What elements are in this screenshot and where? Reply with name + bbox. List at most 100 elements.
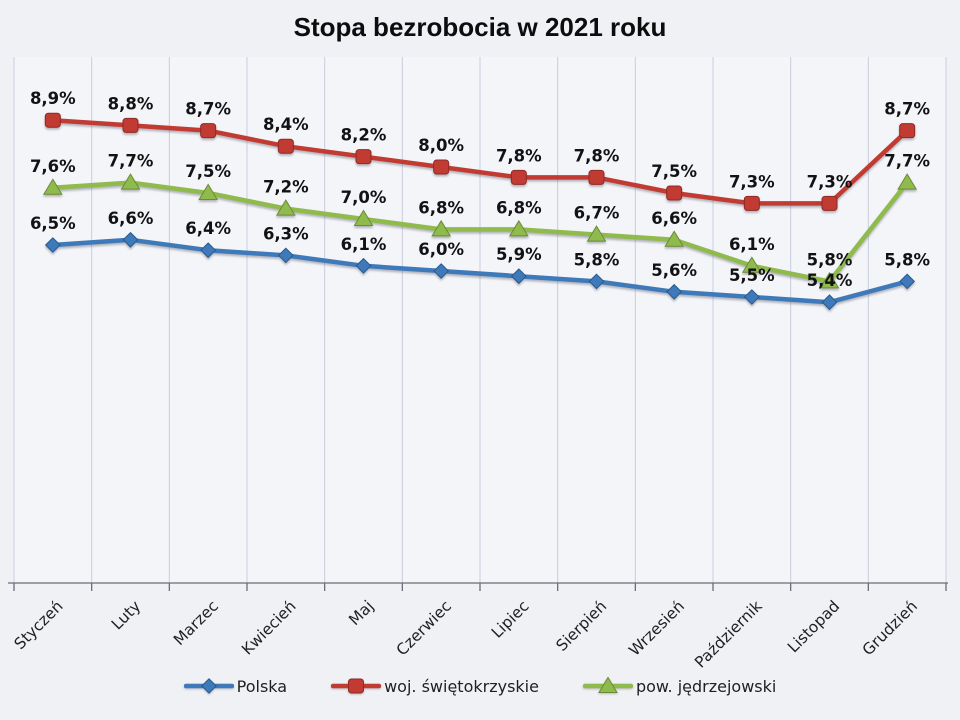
- data-label-polska: 5,6%: [651, 261, 697, 280]
- data-label-pow-jedrzejowski: 7,0%: [341, 188, 387, 207]
- data-label-polska: 5,9%: [496, 245, 542, 264]
- data-label-woj-swietokrzyskie: 8,4%: [263, 115, 309, 134]
- square-marker-woj-swietokrzyskie: [277, 138, 294, 154]
- data-label-woj-swietokrzyskie: 8,8%: [108, 94, 154, 113]
- legend-label-woj-swietokrzyskie: woj. świętokrzyskie: [384, 676, 539, 696]
- data-label-polska: 6,5%: [30, 214, 76, 233]
- series-line-woj-swietokrzyskie: [50, 117, 910, 206]
- legend-swatch-pow-jedrzejowski: [582, 676, 633, 693]
- data-label-woj-swietokrzyskie: 7,3%: [807, 172, 853, 191]
- series-line-pow-jedrzejowski: [50, 180, 910, 284]
- triangle-marker-pow-jedrzejowski: [897, 173, 918, 190]
- x-axis-label: Kwiecień: [238, 597, 299, 658]
- data-label-pow-jedrzejowski: 7,2%: [263, 178, 309, 197]
- triangle-marker-pow-jedrzejowski: [42, 178, 63, 195]
- data-label-polska: 6,3%: [263, 224, 309, 243]
- data-label-woj-swietokrzyskie: 7,8%: [496, 146, 542, 165]
- triangle-marker-pow-jedrzejowski: [431, 219, 452, 237]
- square-marker-woj-swietokrzyskie: [510, 169, 527, 185]
- data-label-woj-swietokrzyskie: 8,2%: [341, 126, 387, 145]
- data-label-polska: 5,8%: [884, 250, 930, 269]
- diamond-marker-polska: [821, 294, 838, 311]
- square-marker-woj-swietokrzyskie: [899, 123, 916, 139]
- data-label-pow-jedrzejowski: 6,1%: [729, 235, 775, 254]
- x-axis-label: Wrzesień: [625, 597, 688, 660]
- triangle-marker-pow-jedrzejowski: [586, 225, 607, 242]
- data-label-pow-jedrzejowski: 7,7%: [108, 152, 154, 171]
- diamond-marker-polska: [666, 283, 683, 300]
- square-marker-woj-swietokrzyskie: [588, 169, 605, 185]
- square-marker-woj-swietokrzyskie: [44, 112, 61, 128]
- diamond-marker-polska: [277, 247, 294, 264]
- triangle-marker-pow-jedrzejowski: [353, 209, 374, 226]
- diamond-marker-polska: [122, 231, 139, 248]
- legend-label-polska: Polska: [236, 676, 288, 696]
- x-axis-label: Maj: [345, 597, 377, 629]
- x-axis-label: Lipiec: [488, 597, 533, 642]
- x-axis-label: Luty: [108, 597, 144, 633]
- triangle-marker-pow-jedrzejowski: [275, 199, 296, 216]
- series-polska: [44, 231, 916, 311]
- square-marker-woj-swietokrzyskie: [743, 195, 760, 211]
- data-label-pow-jedrzejowski: 7,5%: [185, 162, 231, 181]
- legend-swatch-woj-swietokrzyskie: [331, 678, 382, 694]
- series-pow-jedrzejowski: [42, 173, 918, 289]
- legend-label-pow-jedrzejowski: pow. jędrzejowski: [635, 676, 777, 696]
- series-woj-swietokrzyskie: [44, 112, 916, 211]
- data-label-polska: 5,4%: [807, 271, 853, 290]
- data-label-woj-swietokrzyskie: 8,7%: [185, 100, 231, 119]
- x-axis-label: Styczeń: [11, 597, 67, 653]
- diamond-marker-polska: [743, 289, 760, 305]
- data-label-pow-jedrzejowski: 6,7%: [574, 204, 620, 223]
- legend-marker-woj-swietokrzyskie: [348, 678, 365, 694]
- square-marker-woj-swietokrzyskie: [433, 159, 450, 175]
- data-label-pow-jedrzejowski: 6,6%: [651, 209, 697, 228]
- x-axis-label: Czerwiec: [393, 597, 455, 659]
- diamond-marker-polska: [510, 268, 527, 285]
- chart-title: Stopa bezrobocia w 2021 roku: [293, 12, 667, 42]
- data-label-woj-swietokrzyskie: 7,5%: [651, 162, 697, 181]
- x-axis-label: Sierpień: [553, 597, 611, 655]
- square-marker-woj-swietokrzyskie: [355, 149, 372, 165]
- x-axis-label: Październik: [691, 597, 765, 671]
- legend-item-woj-swietokrzyskie: woj. świętokrzyskie: [331, 676, 539, 696]
- legend-swatch-polska: [183, 678, 234, 694]
- x-axis-label: Grudzień: [859, 597, 921, 659]
- data-label-pow-jedrzejowski: 7,6%: [30, 157, 76, 176]
- series-line-polska: [50, 237, 910, 305]
- diamond-marker-polska: [44, 237, 61, 253]
- data-label-woj-swietokrzyskie: 7,8%: [574, 146, 620, 165]
- data-label-polska: 5,8%: [574, 250, 620, 269]
- square-marker-woj-swietokrzyskie: [821, 195, 838, 211]
- diamond-marker-polska: [433, 263, 450, 279]
- data-label-pow-jedrzejowski: 6,8%: [418, 198, 464, 217]
- data-label-woj-swietokrzyskie: 7,3%: [729, 172, 775, 191]
- triangle-marker-pow-jedrzejowski: [198, 183, 219, 200]
- data-label-polska: 6,4%: [185, 219, 231, 238]
- data-label-polska: 6,6%: [108, 209, 154, 228]
- triangle-marker-pow-jedrzejowski: [664, 230, 685, 247]
- diamond-marker-polska: [200, 242, 217, 259]
- diamond-marker-polska: [355, 257, 372, 274]
- data-label-pow-jedrzejowski: 6,8%: [496, 198, 542, 217]
- x-axis-label: Marzec: [170, 597, 222, 649]
- legend-item-pow-jedrzejowski: pow. jędrzejowski: [582, 676, 777, 696]
- diamond-marker-polska: [588, 273, 605, 290]
- data-label-pow-jedrzejowski: 5,8%: [807, 250, 853, 269]
- triangle-marker-pow-jedrzejowski: [819, 271, 840, 289]
- data-label-pow-jedrzejowski: 7,7%: [884, 152, 930, 171]
- data-label-woj-swietokrzyskie: 8,0%: [418, 136, 464, 155]
- square-marker-woj-swietokrzyskie: [666, 185, 683, 201]
- square-marker-woj-swietokrzyskie: [122, 117, 139, 133]
- legend-item-polska: Polska: [183, 676, 288, 696]
- x-axis-label: Listopad: [784, 597, 843, 656]
- data-label-woj-swietokrzyskie: 8,7%: [884, 100, 930, 119]
- data-label-polska: 5,5%: [729, 266, 775, 285]
- data-label-polska: 6,0%: [418, 240, 464, 259]
- data-label-woj-swietokrzyskie: 8,9%: [30, 89, 76, 108]
- triangle-marker-pow-jedrzejowski: [120, 173, 141, 190]
- triangle-marker-pow-jedrzejowski: [741, 256, 762, 273]
- triangle-marker-pow-jedrzejowski: [508, 219, 529, 237]
- legend-marker-pow-jedrzejowski: [598, 676, 618, 693]
